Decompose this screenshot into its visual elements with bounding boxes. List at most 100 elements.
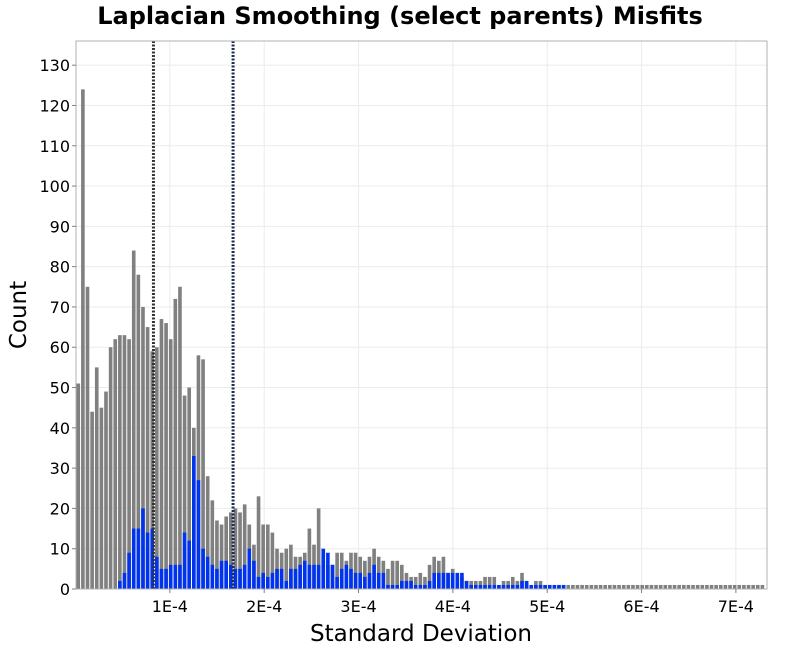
gray-bar xyxy=(737,584,742,589)
blue-bar xyxy=(427,580,432,589)
blue-bar xyxy=(187,540,192,589)
blue-bar xyxy=(252,560,256,589)
blue-bar xyxy=(141,508,145,589)
blue-bar xyxy=(510,584,515,589)
gray-bar xyxy=(108,347,113,589)
gray-bar xyxy=(487,576,492,589)
blue-bar xyxy=(552,584,557,589)
gray-bar xyxy=(617,584,621,589)
blue-bar xyxy=(557,584,561,589)
gray-bar xyxy=(635,584,640,589)
y-tick-label: 10 xyxy=(50,540,70,559)
gray-bar xyxy=(390,560,395,589)
blue-bar xyxy=(228,564,233,589)
gray-bar xyxy=(654,584,658,589)
blue-bar xyxy=(196,480,201,589)
blue-bar xyxy=(293,568,298,589)
y-tick-label: 50 xyxy=(50,379,70,398)
blue-bar xyxy=(349,568,353,589)
blue-bar xyxy=(363,576,367,589)
gray-bar xyxy=(164,323,168,589)
blue-bar xyxy=(219,560,224,589)
gray-bar xyxy=(131,250,136,589)
blue-bar xyxy=(173,564,178,589)
blue-bar xyxy=(372,564,376,589)
blue-bar xyxy=(409,580,413,589)
gray-bar xyxy=(760,584,765,589)
gray-bar xyxy=(510,576,515,589)
blue-bar xyxy=(205,556,210,589)
gray-bar xyxy=(270,532,275,589)
blue-bar xyxy=(247,548,252,589)
gray-bar xyxy=(418,572,423,589)
y-tick-label: 60 xyxy=(50,338,70,357)
gray-bar xyxy=(723,584,728,589)
blue-bar xyxy=(497,584,501,589)
gray-bar xyxy=(427,564,432,589)
blue-bar xyxy=(450,572,455,589)
blue-bar xyxy=(215,568,219,589)
blue-bar xyxy=(386,584,390,589)
y-tick-label: 130 xyxy=(39,56,70,75)
gray-bar xyxy=(289,544,293,589)
blue-bar xyxy=(353,572,358,589)
blue-bar xyxy=(423,584,427,589)
gray-bar xyxy=(85,286,90,589)
blue-bar xyxy=(192,456,196,589)
blue-bar xyxy=(395,584,400,589)
blue-bar xyxy=(441,572,446,589)
gray-bar xyxy=(621,584,626,589)
gray-bar xyxy=(714,584,718,589)
blue-bar xyxy=(376,572,381,589)
y-tick-label: 80 xyxy=(50,258,70,277)
gray-bar xyxy=(705,584,709,589)
gray-bar xyxy=(681,584,686,589)
gray-bar xyxy=(755,584,760,589)
blue-bar xyxy=(390,584,395,589)
blue-bar xyxy=(515,584,520,589)
blue-bar xyxy=(182,532,187,589)
gray-bar xyxy=(718,584,723,589)
y-tick-label: 90 xyxy=(50,217,70,236)
y-tick-label: 70 xyxy=(50,298,70,317)
gray-bar xyxy=(658,584,663,589)
blue-bar xyxy=(547,584,552,589)
gray-bar xyxy=(94,367,99,589)
blue-bar xyxy=(436,572,441,589)
blue-bar xyxy=(464,580,469,589)
gray-bar xyxy=(182,395,187,589)
gray-bar xyxy=(261,524,265,589)
x-tick-label: 6E-4 xyxy=(623,597,659,616)
gray-bar xyxy=(649,584,654,589)
blue-bar xyxy=(413,584,418,589)
blue-bar xyxy=(145,532,150,589)
blue-bar xyxy=(524,580,529,589)
blue-bar xyxy=(289,568,293,589)
gray-bar xyxy=(589,584,594,589)
gray-bar xyxy=(205,476,210,589)
gray-bar xyxy=(187,387,192,589)
gray-bar xyxy=(400,564,404,589)
blue-bar xyxy=(256,576,261,589)
gray-bar xyxy=(695,584,700,589)
gray-bar xyxy=(645,584,649,589)
y-tick-label: 110 xyxy=(39,137,70,156)
blue-bar xyxy=(529,584,534,589)
gray-bar xyxy=(363,560,367,589)
x-tick-label: 3E-4 xyxy=(340,597,376,616)
gray-bar xyxy=(608,584,612,589)
x-axis-ticks: 1E-4 2E-4 3E-4 4E-4 5E-4 6E-4 7E-4 xyxy=(152,589,754,616)
blue-bar xyxy=(321,548,326,589)
gray-bar xyxy=(663,584,668,589)
gray-bar xyxy=(640,584,645,589)
blue-bar xyxy=(302,560,307,589)
y-tick-label: 40 xyxy=(50,419,70,438)
gray-bar xyxy=(672,584,677,589)
gray-bar xyxy=(307,528,312,589)
gray-bar xyxy=(598,584,603,589)
gray-bar xyxy=(159,319,164,589)
gray-bar xyxy=(233,508,238,589)
blue-bar xyxy=(358,572,363,589)
blue-bar xyxy=(506,584,510,589)
blue-bar xyxy=(335,576,339,589)
